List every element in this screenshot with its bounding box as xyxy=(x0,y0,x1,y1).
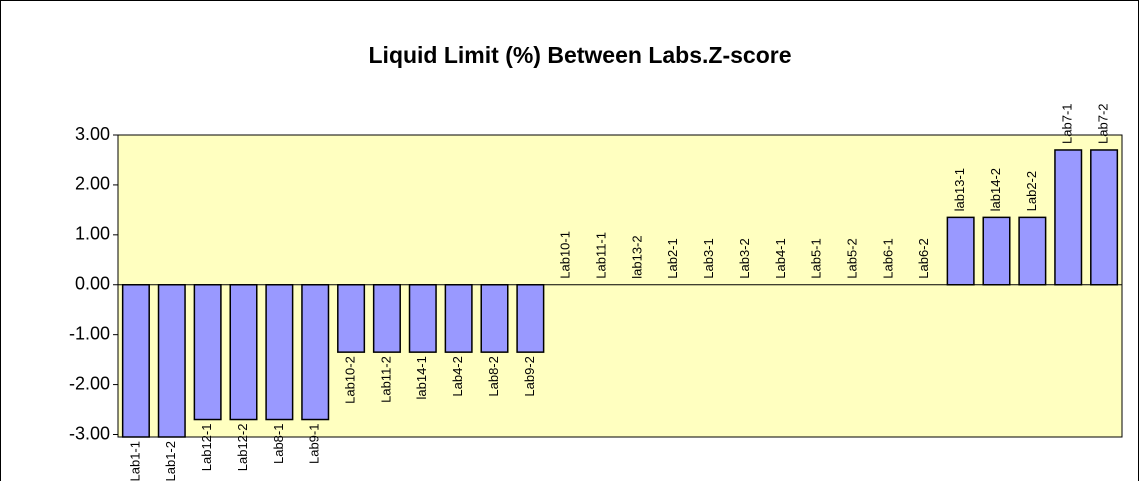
category-label: lab14-2 xyxy=(988,168,1003,211)
bar xyxy=(516,284,545,353)
bar xyxy=(946,216,975,286)
category-label: lab13-2 xyxy=(629,235,644,278)
bar xyxy=(444,284,473,353)
category-label: Lab10-2 xyxy=(343,356,358,404)
y-tick-label: 2.00 xyxy=(75,174,110,194)
y-tick-label: -1.00 xyxy=(69,323,110,343)
bar xyxy=(480,284,509,353)
category-label: Lab11-2 xyxy=(378,356,393,403)
category-label: Lab6-2 xyxy=(916,238,931,278)
category-label: Lab2-1 xyxy=(665,238,680,278)
category-label: lab14-1 xyxy=(414,356,429,399)
category-label: Lab2-2 xyxy=(1024,171,1039,211)
category-label: lab13-1 xyxy=(952,168,967,211)
bar xyxy=(121,284,150,438)
plot-border xyxy=(117,134,1123,438)
bar xyxy=(337,284,366,353)
category-label: Lab9-2 xyxy=(522,356,537,396)
category-label: Lab7-1 xyxy=(1060,103,1075,143)
y-tick-label: 0.00 xyxy=(75,274,110,294)
category-label: Lab3-1 xyxy=(701,238,716,278)
bar xyxy=(1054,149,1083,286)
category-label: Lab9-1 xyxy=(307,424,322,464)
category-label: Lab3-2 xyxy=(737,238,752,278)
bar xyxy=(408,284,437,353)
bar xyxy=(1090,149,1119,286)
category-label: Lab8-1 xyxy=(271,424,286,464)
bar xyxy=(372,284,401,353)
category-label: Lab11-1 xyxy=(594,232,609,279)
category-label: Lab4-1 xyxy=(773,238,788,278)
bar xyxy=(301,284,330,421)
category-label: Lab12-2 xyxy=(235,424,250,472)
bar xyxy=(1018,216,1047,286)
category-label: Lab5-2 xyxy=(845,238,860,278)
category-label: Lab10-1 xyxy=(558,231,573,279)
category-label: Lab7-2 xyxy=(1096,103,1111,143)
bar xyxy=(229,284,258,421)
category-label: Lab4-2 xyxy=(450,356,465,396)
category-label: Lab8-2 xyxy=(486,356,501,396)
category-label: Lab5-1 xyxy=(809,238,824,278)
bar xyxy=(982,216,1011,286)
y-tick-label: 3.00 xyxy=(75,124,110,144)
category-label: Lab12-1 xyxy=(199,424,214,472)
category-label: Lab6-1 xyxy=(880,238,895,278)
y-tick-label: 1.00 xyxy=(75,224,110,244)
chart-title: Liquid Limit (%) Between Labs.Z-score xyxy=(369,42,792,68)
y-tick-label: -3.00 xyxy=(69,423,110,443)
category-label: Lab1-2 xyxy=(163,441,178,481)
bar xyxy=(157,284,186,438)
y-tick-label: -2.00 xyxy=(69,373,110,393)
bar xyxy=(265,284,294,421)
bar xyxy=(193,284,222,421)
category-label: Lab1-1 xyxy=(127,441,142,481)
